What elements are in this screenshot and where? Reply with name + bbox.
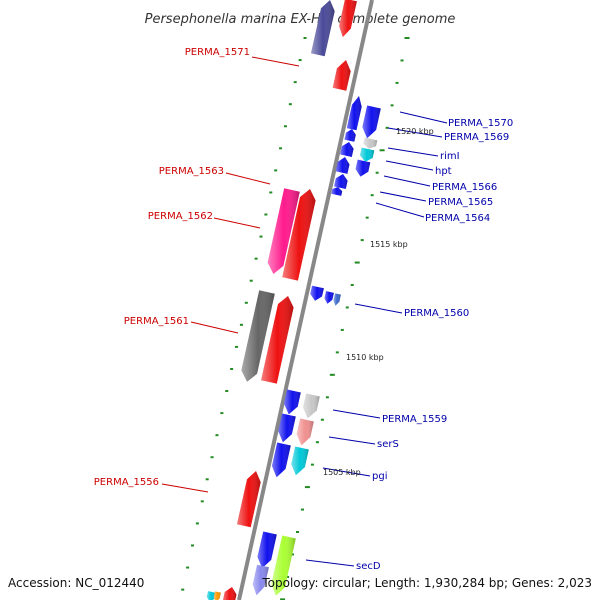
gene-gray-1569 [363,137,378,149]
gene-red-1571 [332,60,351,91]
gene-label-perma-1570: PERMA_1570 [448,118,513,129]
gene-blue-1560-a [310,285,324,301]
gene-pink-1563 [267,188,300,274]
gene-label-sers: serS [377,439,399,450]
gene-gray-1559 [303,393,320,419]
gene-label-perma-1559: PERMA_1559 [382,414,447,425]
gene-orange-bottom [213,591,221,600]
gene-blue-1566-a [335,157,350,174]
gene-steel-1560-c [333,293,341,306]
scale-label-1510: 1510 kbp [346,353,384,362]
tick-marks [181,37,410,600]
genome-backbone [237,0,374,600]
gene-blue-secd [257,531,277,569]
gene-cyan-bottom [206,591,216,600]
gene-label-perma-1571: PERMA_1571 [185,47,250,58]
genome-summary-text: Topology: circular; Length: 1,930,284 bp… [261,576,592,590]
gene-red-1556 [237,471,261,528]
label-leader-lines [161,56,448,567]
scale-label-1515: 1515 kbp [370,240,408,249]
gene-red-bottom [222,587,237,600]
gene-blue-1570-b [362,105,381,139]
accession-text: Accession: NC_012440 [8,576,144,590]
scale-label-1505: 1505 kbp [323,468,361,477]
gene-label-perma-1560: PERMA_1560 [404,308,469,319]
gene-blue-1569 [344,129,356,142]
gene-label-perma-1562: PERMA_1562 [148,211,213,222]
gene-red-top-a [339,0,357,38]
gene-blue-pgi [272,442,291,478]
gene-salmon-sers [296,418,314,446]
scale-label-1520: 1520 kbp [396,127,434,136]
gene-label-pgi: pgi [372,471,387,482]
gene-features [206,0,381,600]
gene-blue-1564 [331,187,343,196]
gene-label-perma-1556: PERMA_1556 [94,477,159,488]
gene-blue-1559-a [284,389,301,415]
gene-blue-hpt [340,142,354,157]
gene-gray-1561 [241,290,275,382]
gene-blue-1565 [334,174,348,189]
gene-blue-1570-a [346,96,362,131]
gene-label-rimi: rimI [440,151,460,162]
gene-cyan-rimi [360,147,375,162]
map-title: Persephonella marina EX-H1, complete gen… [145,12,456,27]
gene-label-secd: secD [356,561,381,572]
gene-navy-bottom [252,564,269,596]
gene-label-perma-1565: PERMA_1565 [428,197,493,208]
gene-blue-sers [278,413,296,443]
gene-lime-secd [271,535,296,596]
gene-blue-1560-b [324,291,334,304]
gene-label-perma-1566: PERMA_1566 [432,182,497,193]
gene-red-1562 [282,189,316,281]
gene-red-1561 [261,296,294,384]
gene-navy-top [311,0,335,57]
gene-label-perma-1561: PERMA_1561 [124,316,189,327]
gene-label-perma-1569: PERMA_1569 [444,132,509,143]
gene-label-perma-1564: PERMA_1564 [425,213,490,224]
gene-cyan-pgi [291,446,309,476]
gene-label-perma-1563: PERMA_1563 [159,166,224,177]
gene-label-hpt: hpt [435,166,452,177]
gene-blue-1566-b [355,159,371,177]
